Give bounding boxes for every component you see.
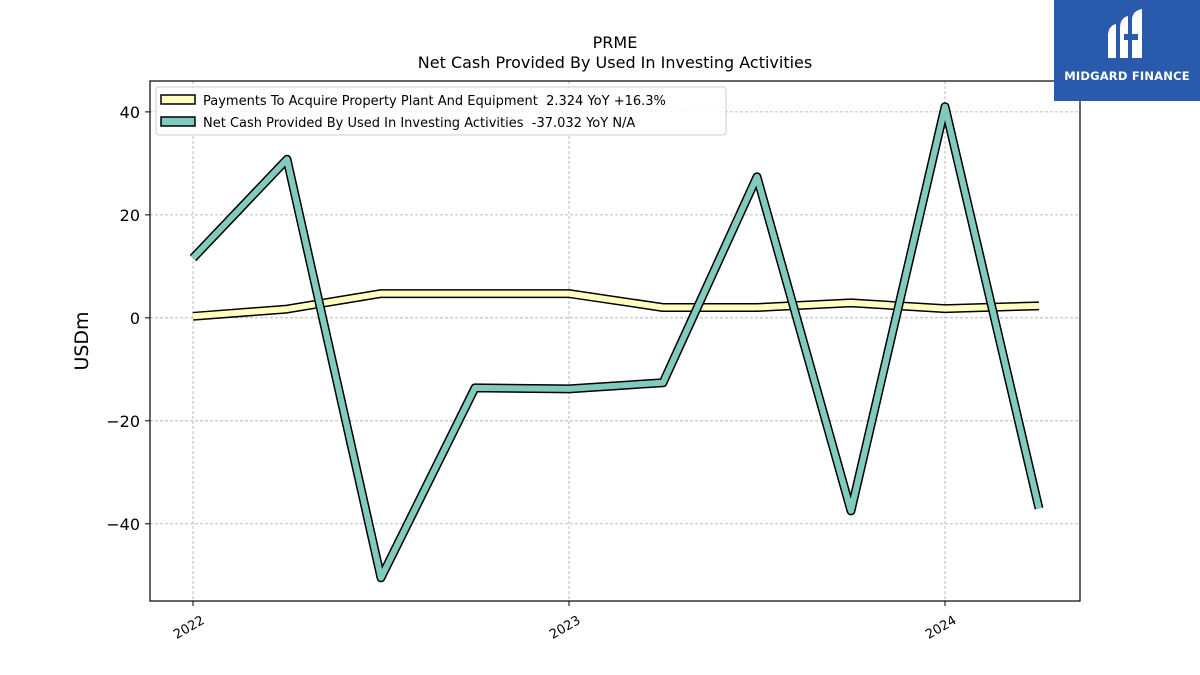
y-tick-label: −40	[106, 515, 140, 534]
legend: Payments To Acquire Property Plant And E…	[155, 86, 727, 136]
series-line-outline-1	[189, 102, 1044, 583]
legend-swatch-payments	[160, 94, 196, 105]
series-line-1	[190, 103, 1042, 581]
chart-title: PRME	[593, 33, 638, 52]
logo-text: MIDGARD FINANCE	[1064, 69, 1190, 83]
brand-logo: MIDGARD FINANCE	[1054, 0, 1200, 101]
y-tick-label: 0	[130, 309, 140, 328]
grid	[150, 81, 1080, 601]
legend-swatch-net-cash	[160, 116, 196, 127]
y-tick-label: 20	[120, 206, 140, 225]
logo-mark-icon	[1108, 9, 1142, 58]
series-lines	[189, 102, 1044, 583]
legend-label-net-cash: Net Cash Provided By Used In Investing A…	[203, 116, 635, 131]
y-tick-label: 40	[120, 103, 140, 122]
x-axis-ticks: 2022 2023 2024	[171, 601, 959, 643]
x-tick-label: 2024	[923, 613, 959, 643]
x-tick-label: 2022	[171, 613, 207, 643]
y-tick-label: −20	[106, 412, 140, 431]
y-axis-label: USDm	[71, 311, 93, 370]
legend-box	[155, 86, 727, 136]
y-axis-ticks: 40 20 0 −20 −40	[106, 103, 150, 534]
x-tick-label: 2023	[547, 613, 583, 643]
legend-label-payments: Payments To Acquire Property Plant And E…	[203, 94, 666, 109]
chart-subtitle: Net Cash Provided By Used In Investing A…	[418, 53, 812, 72]
axes-frame	[149, 80, 1081, 602]
